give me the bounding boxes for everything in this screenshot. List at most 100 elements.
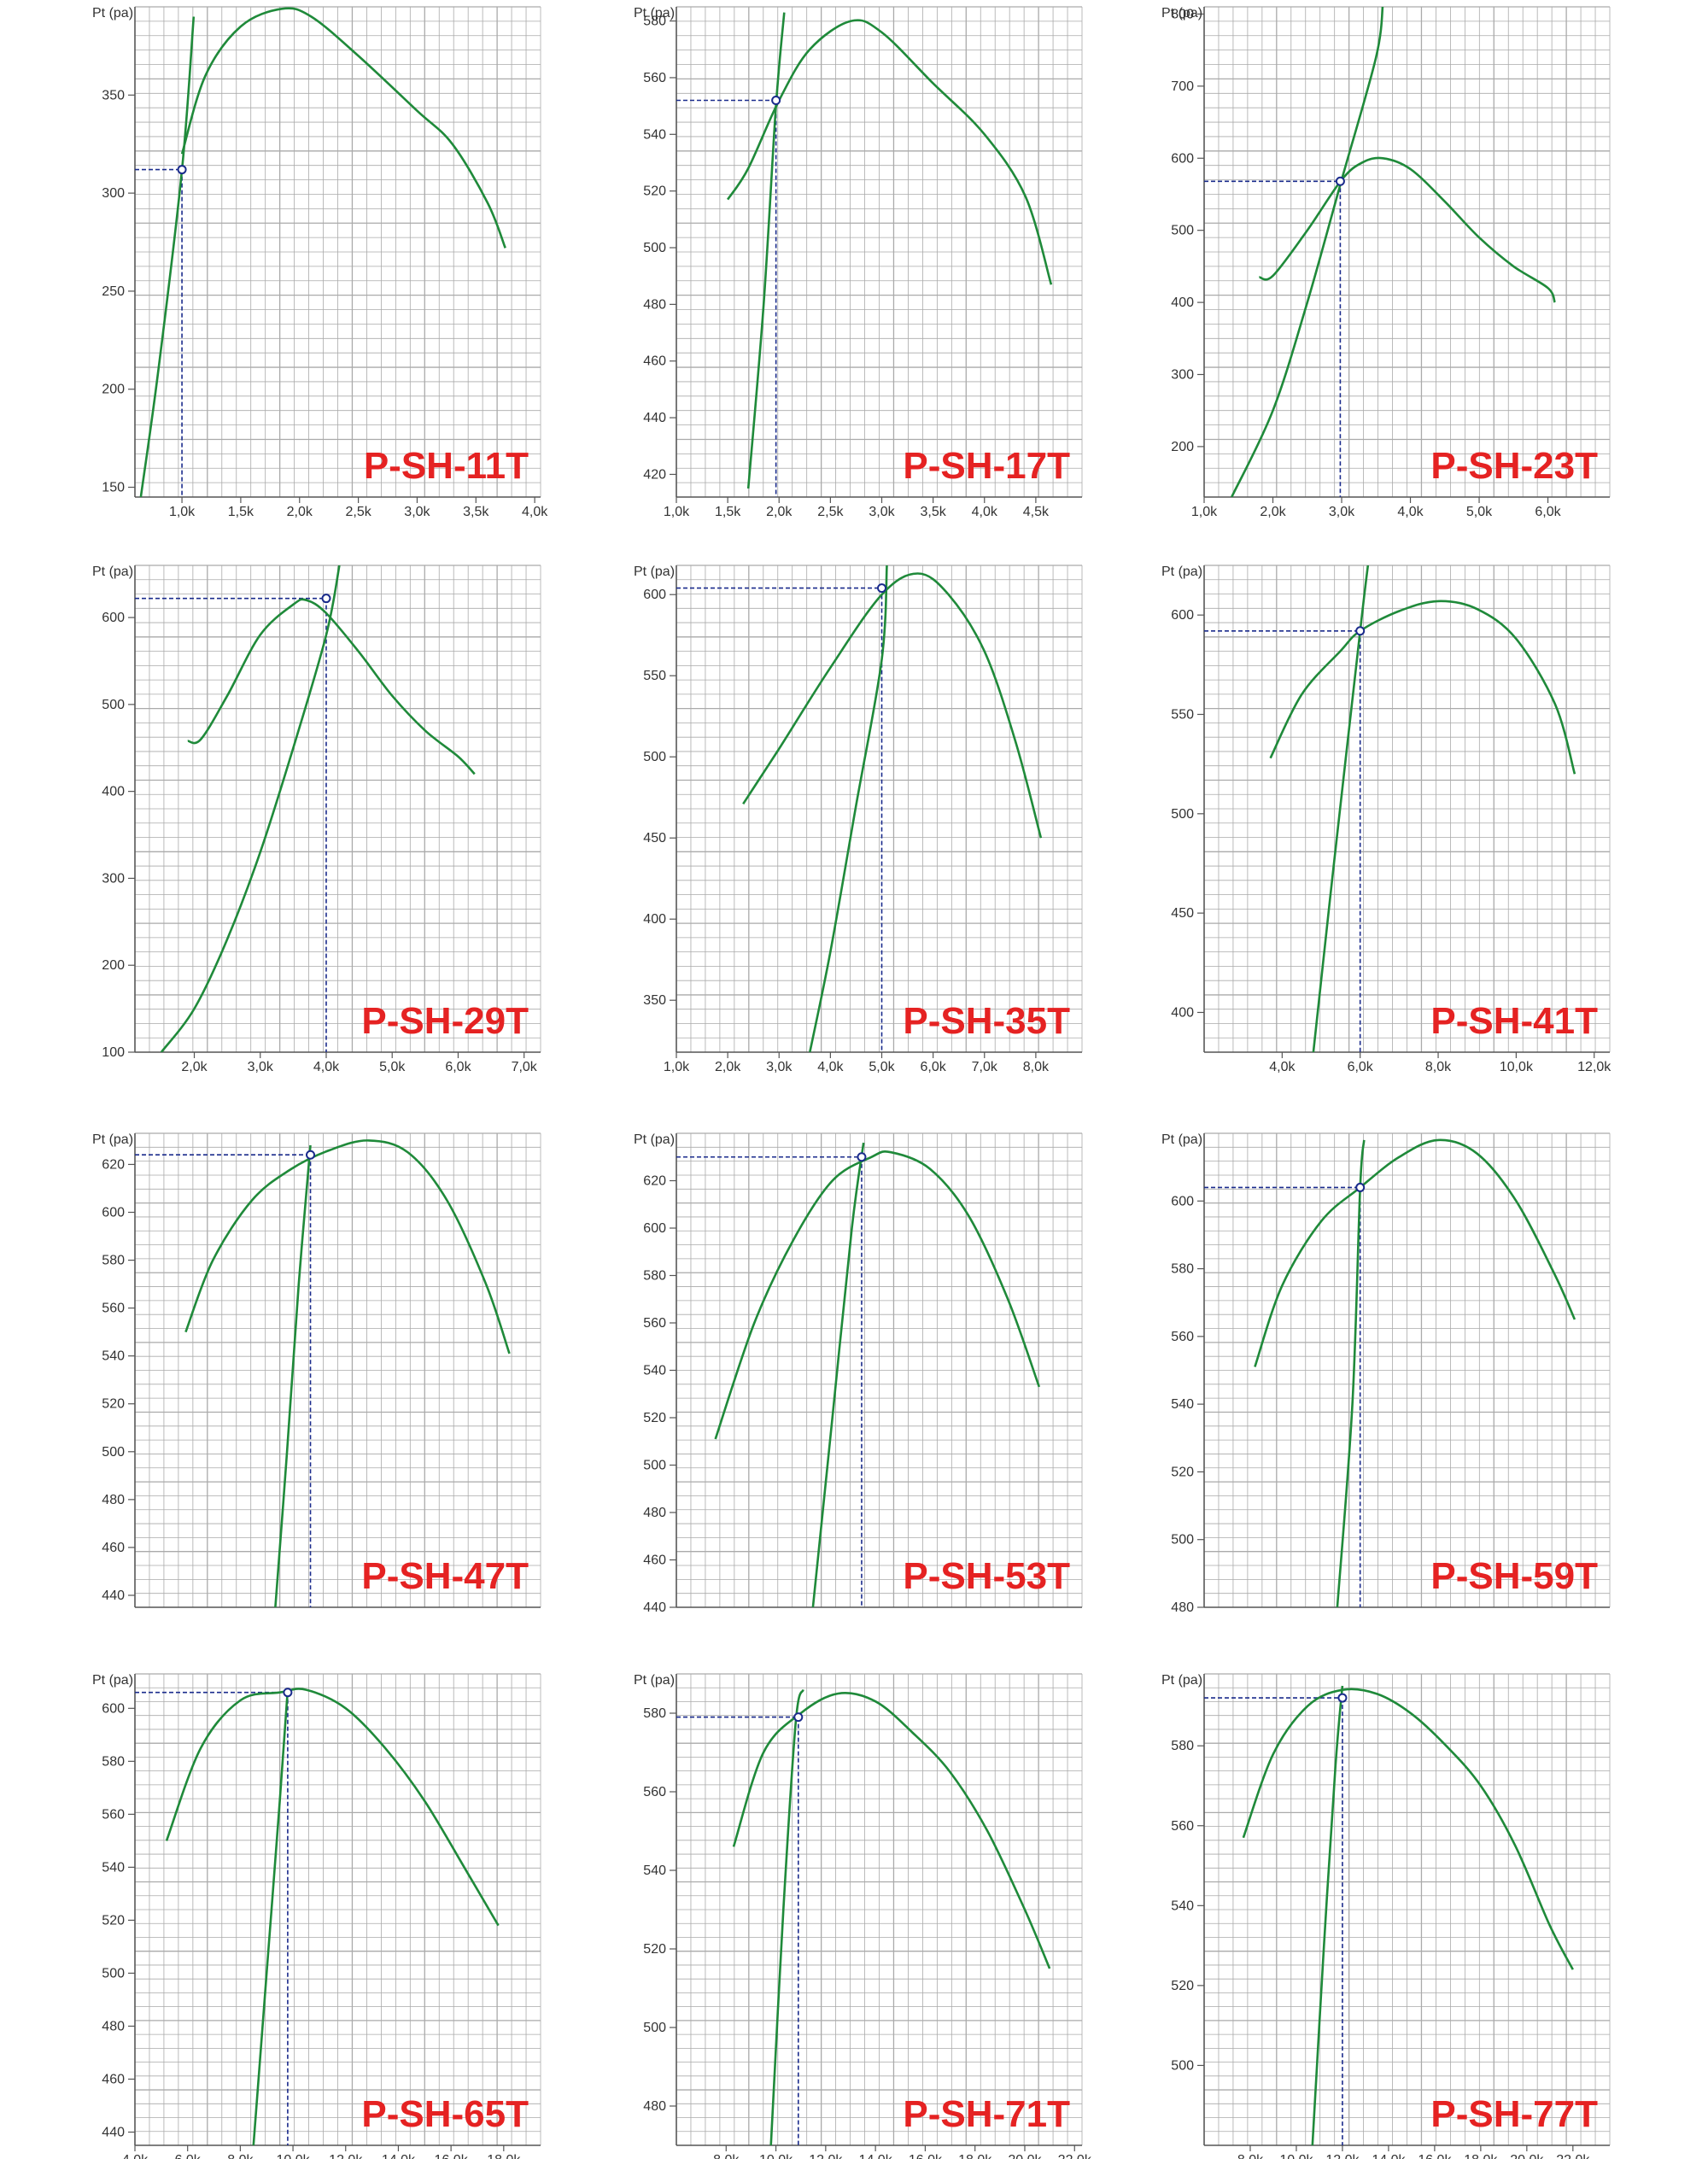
fan-curve: [180, 7, 506, 249]
x-tick-label: 6,0k: [921, 1060, 947, 1074]
chart-p-sh-23t: 200 300 400 500 600 700 800 1,0k 2,0k 3,0k 4,0k 5,0…: [1161, 6, 1611, 519]
x-tick-label: 22,0k: [1556, 2153, 1590, 2159]
grid: [134, 1132, 541, 1608]
y-tick-label: 560: [643, 1785, 666, 1799]
y-tick-label: 600: [643, 1221, 666, 1236]
y-axis-label: Pt (pa): [1161, 6, 1202, 20]
x-tick-label: 8,0k: [1237, 2153, 1264, 2159]
fan-curve: [732, 1692, 1051, 1969]
x-tick-label: 6,0k: [1535, 505, 1561, 519]
y-axis-label: Pt (pa): [92, 1132, 133, 1147]
y-tick-label: 520: [643, 1942, 666, 1957]
x-tick-label: 14,0k: [382, 2153, 416, 2159]
chart-p-sh-17t: 420 440 460 480 500 520 540 560 580 1,0k 1,5k 2,0k 2…: [634, 6, 1083, 519]
y-tick-label: 580: [1171, 1739, 1194, 1753]
chart-p-sh-35t: 350 400 450 500 550 600 1,0k 2,0k 3,0k 4,0k 5,0k 6,…: [634, 565, 1083, 1074]
operating-point: [771, 95, 781, 105]
operating-point: [793, 1712, 804, 1723]
y-tick-label: 620: [643, 1174, 666, 1189]
y-tick-label: 480: [102, 1493, 125, 1507]
y-axis-label: Pt (pa): [92, 6, 133, 20]
y-tick-label: 480: [643, 297, 666, 312]
fan-curve: [742, 572, 1043, 839]
operating-point: [877, 583, 887, 594]
model-label: P-SH-35T: [903, 1000, 1070, 1042]
x-tick-label: 2,0k: [181, 1060, 208, 1074]
y-tick-label: 540: [643, 1864, 666, 1878]
y-axis-label: Pt (pa): [634, 1132, 675, 1147]
x-tick-label: 8,0k: [1023, 1060, 1050, 1074]
x-tick-label: 10,0k: [276, 2153, 310, 2159]
y-tick-label: 520: [1171, 1979, 1194, 1993]
grid: [1203, 1132, 1611, 1608]
x-tick-label: 4,0k: [313, 1060, 340, 1074]
grid: [134, 1673, 541, 2146]
system-curve: [809, 565, 888, 1052]
y-tick-label: 450: [643, 831, 666, 845]
y-tick-label: 440: [643, 411, 666, 425]
x-tick-label: 16,0k: [435, 2153, 469, 2159]
x-tick-label: 3,5k: [463, 505, 489, 519]
y-tick-label: 600: [1171, 608, 1194, 623]
x-tick-label: 8,0k: [227, 2153, 254, 2159]
y-tick-label: 500: [643, 2021, 666, 2035]
x-tick-label: 10,0k: [1500, 1060, 1534, 1074]
y-tick-label: 480: [1171, 1600, 1194, 1615]
x-tick-label: 1,0k: [664, 1060, 690, 1074]
y-tick-label: 400: [1171, 1005, 1194, 1020]
y-tick-label: 500: [643, 1459, 666, 1473]
y-tick-label: 520: [643, 1411, 666, 1425]
system-curve: [811, 1142, 865, 1607]
model-label: P-SH-17T: [903, 445, 1070, 487]
model-label: P-SH-65T: [361, 2093, 529, 2135]
x-tick-label: 16,0k: [909, 2153, 943, 2159]
x-tick-label: 3,0k: [404, 505, 430, 519]
grid: [1203, 6, 1611, 498]
x-tick-label: 3,0k: [248, 1060, 274, 1074]
grid: [134, 565, 541, 1053]
x-tick-label: 22,0k: [1058, 2153, 1092, 2159]
y-tick-label: 250: [102, 284, 125, 299]
y-tick-label: 600: [102, 1206, 125, 1220]
y-tick-label: 460: [102, 2072, 125, 2086]
x-tick-label: 18,0k: [487, 2153, 521, 2159]
y-tick-label: 500: [1171, 1533, 1194, 1548]
y-tick-label: 420: [643, 467, 666, 482]
operating-point: [306, 1150, 316, 1160]
y-tick-label: 300: [102, 871, 125, 886]
system-curve: [1312, 565, 1370, 1052]
x-tick-label: 7,0k: [512, 1060, 538, 1074]
y-tick-label: 500: [643, 241, 666, 255]
fan-curve: [187, 598, 476, 775]
y-tick-label: 560: [643, 71, 666, 85]
chart-p-sh-65t: 440 460 480 500 520 540 560 580 600 4,0k 6,0k 8,0k 1…: [92, 1673, 541, 2159]
system-curve: [769, 1688, 804, 2145]
x-tick-label: 4,0k: [122, 2153, 149, 2159]
y-tick-label: 580: [102, 1754, 125, 1769]
y-tick-label: 300: [1171, 368, 1194, 383]
grid: [134, 6, 541, 498]
y-tick-label: 600: [102, 1701, 125, 1716]
y-tick-label: 580: [643, 1706, 666, 1721]
y-tick-label: 150: [102, 481, 125, 495]
y-tick-label: 580: [643, 1269, 666, 1284]
x-tick-label: 6,0k: [1348, 1060, 1374, 1074]
x-tick-label: 2,5k: [817, 505, 844, 519]
y-tick-label: 460: [643, 1553, 666, 1568]
y-axis-label: Pt (pa): [92, 1673, 133, 1688]
operating-point: [1355, 626, 1366, 636]
y-axis-label: Pt (pa): [634, 565, 675, 579]
x-tick-label: 4,5k: [1023, 505, 1050, 519]
fan-curve: [1269, 600, 1576, 775]
grid: [676, 1673, 1083, 2146]
y-axis-label: Pt (pa): [1161, 565, 1202, 579]
operating-point: [321, 594, 331, 604]
y-tick-label: 700: [1171, 79, 1194, 94]
x-tick-label: 8,0k: [1425, 1060, 1452, 1074]
x-tick-label: 2,5k: [345, 505, 371, 519]
y-tick-label: 580: [1171, 1262, 1194, 1277]
x-tick-label: 12,0k: [809, 2153, 843, 2159]
model-label: P-SH-29T: [361, 1000, 529, 1042]
y-axis-label: Pt (pa): [1161, 1673, 1202, 1688]
